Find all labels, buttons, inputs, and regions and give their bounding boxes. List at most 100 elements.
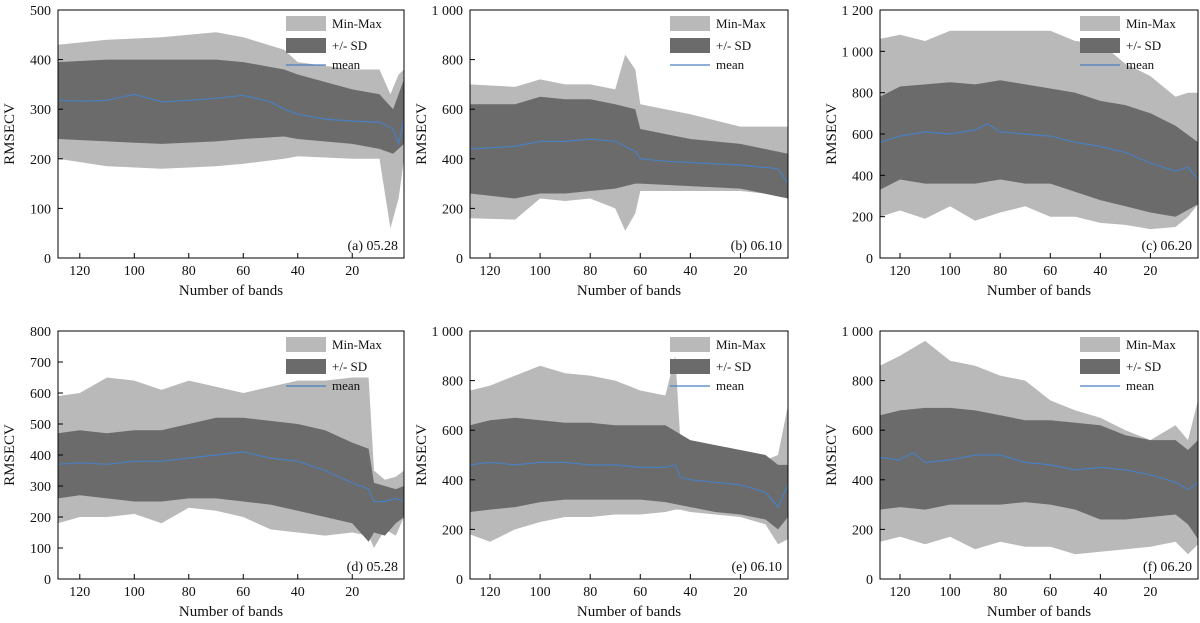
- y-tick-label: 100: [30, 542, 51, 557]
- plot-area: [58, 32, 404, 229]
- chart-panel-4: 120 100 80 60 40 200100200300400500600700800N…: [2, 325, 405, 620]
- y-tick-label: 800: [442, 375, 463, 390]
- legend-mean-label: mean: [332, 57, 361, 72]
- y-tick-label: 300: [30, 103, 51, 118]
- axes-frame: [469, 330, 789, 580]
- x-tick-label: 80: [583, 585, 597, 600]
- y-tick-label: 600: [442, 103, 463, 118]
- sd-band: [880, 407, 1198, 540]
- x-tick-label: 100: [124, 585, 145, 600]
- y-tick-label: 500: [30, 4, 51, 19]
- y-tick-label: 800: [442, 54, 463, 69]
- x-axis-label: Number of bands: [179, 283, 283, 299]
- y-tick-label: 400: [30, 449, 51, 464]
- y-tick-label: 800: [30, 325, 51, 340]
- x-tick-label: 20: [1143, 585, 1157, 600]
- legend: Min-Max +/- SD mean: [1080, 16, 1176, 72]
- mean-line: [58, 451, 404, 503]
- x-tick-label: 100: [124, 264, 145, 279]
- y-tick-label: 600: [852, 128, 873, 143]
- x-tick-label: 40: [1093, 585, 1107, 600]
- y-tick-label: 600: [442, 424, 463, 439]
- panel-label: (a) 05.28: [347, 239, 398, 254]
- y-tick-label: 1 000: [432, 4, 464, 19]
- y-tick-label: 400: [852, 169, 873, 184]
- legend-minmax-swatch: [670, 337, 710, 352]
- x-tick-label: 80: [993, 585, 1007, 600]
- sd-band: [880, 80, 1198, 217]
- x-tick-label: 120: [890, 264, 911, 279]
- y-tick-label: 0: [44, 573, 51, 588]
- legend-minmax-label: Min-Max: [1126, 337, 1176, 352]
- legend-minmax-swatch: [286, 337, 326, 352]
- legend-minmax-swatch: [670, 16, 710, 31]
- legend-minmax-label: Min-Max: [332, 337, 382, 352]
- axes-frame: [879, 330, 1199, 580]
- x-tick-label: 20: [345, 264, 359, 279]
- x-tick-label: 60: [633, 264, 647, 279]
- legend-sd-label: +/- SD: [332, 38, 367, 53]
- y-tick-label: 600: [30, 387, 51, 402]
- x-tick-label: 100: [940, 264, 961, 279]
- y-tick-label: 400: [442, 474, 463, 489]
- panel-label: (f) 06.20: [1143, 560, 1192, 575]
- x-tick-label: 120: [69, 264, 90, 279]
- mean-line: [58, 93, 404, 147]
- legend-minmax-swatch: [1080, 337, 1120, 352]
- legend-minmax-label: Min-Max: [332, 16, 382, 31]
- legend: Min-Max +/- SD mean: [286, 337, 382, 393]
- y-tick-label: 1 000: [432, 325, 464, 340]
- y-tick-label: 800: [852, 87, 873, 102]
- panel-label: (e) 06.10: [731, 560, 782, 575]
- x-tick-label: 20: [733, 264, 747, 279]
- legend-sd-label: +/- SD: [716, 38, 751, 53]
- x-tick-label: 60: [236, 585, 250, 600]
- y-tick-label: 1 000: [842, 325, 874, 340]
- legend-minmax-swatch: [286, 16, 326, 31]
- sd-band: [58, 59, 404, 154]
- plot-area: [470, 355, 788, 545]
- x-tick-label: 120: [890, 585, 911, 600]
- legend-sd-label: +/- SD: [716, 359, 751, 374]
- legend: Min-Max +/- SD mean: [1080, 337, 1176, 393]
- y-tick-label: 1 200: [842, 4, 874, 19]
- y-tick-label: 300: [30, 480, 51, 495]
- x-tick-label: 60: [633, 585, 647, 600]
- x-axis-label: Number of bands: [577, 283, 681, 299]
- x-tick-label: 100: [530, 264, 551, 279]
- x-tick-label: 20: [345, 585, 359, 600]
- x-tick-label: 120: [480, 264, 501, 279]
- y-tick-label: 400: [30, 54, 51, 69]
- legend-mean-label: mean: [1126, 378, 1155, 393]
- y-tick-label: 200: [852, 211, 873, 226]
- y-tick-label: 0: [44, 252, 51, 267]
- mean-line: [470, 461, 788, 509]
- x-tick-label: 60: [236, 264, 250, 279]
- legend-minmax-label: Min-Max: [716, 337, 766, 352]
- legend-sd-swatch: [286, 359, 326, 374]
- panel-label: (d) 05.28: [347, 560, 398, 575]
- y-axis-label: RMSECV: [2, 103, 18, 165]
- x-tick-label: 40: [683, 264, 697, 279]
- sd-band: [58, 417, 404, 542]
- legend-minmax-label: Min-Max: [716, 16, 766, 31]
- legend-sd-swatch: [286, 38, 326, 53]
- x-tick-label: 60: [1043, 264, 1057, 279]
- mean-line: [470, 138, 788, 184]
- x-tick-label: 80: [182, 585, 196, 600]
- x-tick-label: 100: [530, 585, 551, 600]
- y-tick-label: 800: [852, 375, 873, 390]
- x-tick-label: 20: [733, 585, 747, 600]
- mean-line: [880, 451, 1198, 491]
- panel-label: (b) 06.10: [731, 239, 782, 254]
- y-tick-label: 200: [442, 523, 463, 538]
- legend-sd-swatch: [670, 38, 710, 53]
- y-tick-label: 200: [30, 153, 51, 168]
- legend-mean-label: mean: [716, 378, 745, 393]
- x-axis-label: Number of bands: [179, 604, 283, 620]
- y-tick-label: 400: [442, 153, 463, 168]
